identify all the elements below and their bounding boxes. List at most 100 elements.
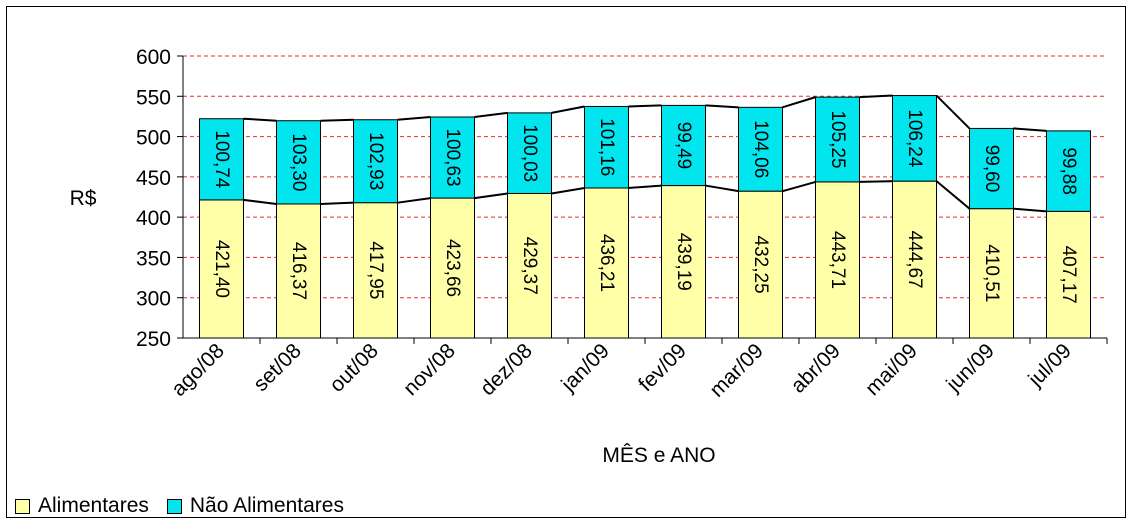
y-tick-label-500: 500 bbox=[136, 127, 171, 150]
data-label-alimentares-7: 432,25 bbox=[750, 236, 771, 294]
connector-alimentares-3 bbox=[474, 192, 508, 200]
bar-nao-alimentares-7 bbox=[738, 106, 783, 192]
y-tick-label-600: 600 bbox=[136, 46, 171, 69]
bar-alimentares-6 bbox=[661, 185, 706, 339]
bar-alimentares-3 bbox=[430, 197, 475, 339]
x-tick-label-4: dez/08 bbox=[476, 339, 537, 400]
connector-alimentares-1 bbox=[320, 201, 354, 205]
data-label-nao-alimentares-4: 100,03 bbox=[519, 124, 540, 182]
bar-alimentares-11 bbox=[1046, 210, 1091, 339]
data-label-alimentares-0: 421,40 bbox=[211, 240, 232, 298]
data-label-nao-alimentares-1: 103,30 bbox=[288, 133, 309, 191]
connector-alimentares-7 bbox=[782, 180, 816, 193]
data-label-alimentares-5: 436,21 bbox=[596, 234, 617, 292]
stacked-bar-chart: 250 300 350 400 450 500 550 600 ago/08 set/08 out/… bbox=[70, 46, 1108, 467]
grid-lines bbox=[183, 55, 1107, 299]
bar-nao-alimentares-3 bbox=[430, 116, 475, 199]
data-label-alimentares-10: 410,51 bbox=[981, 244, 1002, 302]
connector-total-7 bbox=[782, 96, 816, 109]
bar-alimentares-1 bbox=[276, 203, 321, 339]
bar-alimentares-8 bbox=[815, 181, 860, 339]
x-tick-label-8: abr/09 bbox=[787, 339, 845, 397]
y-tick-label-250: 250 bbox=[136, 328, 171, 351]
x-axis-label: MÊS e ANO bbox=[602, 444, 715, 467]
legend-swatch-alimentares bbox=[15, 498, 30, 514]
data-label-nao-alimentares-5: 101,16 bbox=[596, 118, 617, 176]
connector-alimentares-0 bbox=[243, 198, 277, 205]
connector-total-10 bbox=[1013, 127, 1047, 132]
legend: Alimentares Não Alimentares bbox=[15, 494, 362, 518]
x-tick-label-5: jan/09 bbox=[556, 339, 613, 396]
x-tick-label-9: mai/09 bbox=[861, 339, 922, 400]
connector-total-6 bbox=[705, 104, 739, 109]
connector-total-5 bbox=[628, 104, 662, 108]
bar-alimentares-5 bbox=[584, 187, 629, 339]
data-label-nao-alimentares-7: 104,06 bbox=[750, 120, 771, 178]
data-label-nao-alimentares-11: 99,88 bbox=[1058, 147, 1079, 195]
legend-swatch-nao-alimentares bbox=[166, 498, 182, 514]
bar-nao-alimentares-10 bbox=[969, 127, 1014, 210]
connector-total-1 bbox=[320, 118, 354, 122]
bar-nao-alimentares-4 bbox=[507, 112, 552, 194]
data-label-nao-alimentares-8: 105,25 bbox=[827, 110, 848, 168]
data-label-nao-alimentares-3: 100,63 bbox=[442, 128, 463, 186]
x-tick-label-0: ago/08 bbox=[167, 339, 229, 401]
legend-item-nao-alimentares: Não Alimentares bbox=[166, 494, 344, 518]
connector-alimentares-6 bbox=[705, 184, 739, 193]
x-tick-label-3: nov/08 bbox=[399, 339, 460, 400]
data-label-alimentares-11: 407,17 bbox=[1058, 246, 1079, 304]
connector-alimentares-10 bbox=[1013, 207, 1047, 213]
bar-nao-alimentares-5 bbox=[584, 105, 629, 189]
bars bbox=[199, 95, 1091, 339]
bar-nao-alimentares-8 bbox=[815, 96, 860, 183]
data-label-nao-alimentares-6: 99,49 bbox=[673, 122, 694, 170]
bar-nao-alimentares-6 bbox=[661, 104, 706, 187]
data-label-nao-alimentares-0: 100,74 bbox=[211, 130, 232, 189]
connector-total-9 bbox=[935, 94, 971, 130]
connector-total-0 bbox=[243, 117, 277, 122]
data-labels: 421,40 100,74 416,37 103,30 417,95 102,93 423,… bbox=[211, 109, 1079, 303]
chart-frame: 250 300 350 400 450 500 550 600 ago/08 set/08 out/… bbox=[6, 6, 1126, 518]
x-tick-label-11: jul/09 bbox=[1023, 339, 1075, 391]
connector-alimentares-9 bbox=[935, 180, 971, 210]
data-label-nao-alimentares-2: 102,93 bbox=[365, 132, 386, 190]
bar-nao-alimentares-2 bbox=[353, 119, 398, 204]
legend-item-alimentares: Alimentares bbox=[15, 494, 149, 518]
data-label-nao-alimentares-9: 106,24 bbox=[904, 109, 925, 168]
data-label-alimentares-4: 429,37 bbox=[519, 237, 540, 295]
connector-total-2 bbox=[397, 116, 431, 121]
y-axis-label: R$ bbox=[70, 187, 97, 210]
connector-total-4 bbox=[551, 105, 585, 114]
y-tick-label-300: 300 bbox=[136, 288, 171, 311]
legend-label-nao-alimentares: Não Alimentares bbox=[189, 494, 344, 517]
data-label-nao-alimentares-10: 99,60 bbox=[981, 145, 1002, 193]
connector-alimentares-2 bbox=[397, 197, 431, 204]
y-tick-label-550: 550 bbox=[136, 86, 171, 109]
data-label-alimentares-1: 416,37 bbox=[288, 242, 309, 300]
connector-alimentares-8 bbox=[859, 180, 893, 183]
data-label-alimentares-6: 439,19 bbox=[673, 233, 694, 291]
bar-alimentares-7 bbox=[738, 190, 783, 339]
connector-total-8 bbox=[859, 94, 893, 99]
data-label-alimentares-3: 423,66 bbox=[442, 239, 463, 297]
y-tick-label-350: 350 bbox=[136, 247, 171, 270]
x-tick-label-2: out/08 bbox=[325, 339, 383, 397]
x-tick-label-7: mar/09 bbox=[705, 339, 767, 401]
data-label-alimentares-2: 417,95 bbox=[365, 241, 386, 299]
bar-alimentares-9 bbox=[892, 180, 937, 339]
data-label-alimentares-8: 443,71 bbox=[827, 231, 848, 289]
y-tick-label-400: 400 bbox=[136, 207, 171, 230]
bar-alimentares-2 bbox=[353, 202, 398, 339]
x-tick-label-1: set/08 bbox=[249, 339, 306, 396]
bar-alimentares-10 bbox=[969, 208, 1014, 339]
series-connector-lines bbox=[243, 94, 1047, 213]
legend-label-alimentares: Alimentares bbox=[38, 494, 149, 517]
data-label-alimentares-9: 444,67 bbox=[904, 231, 925, 289]
connector-alimentares-4 bbox=[551, 186, 585, 195]
connector-alimentares-5 bbox=[628, 184, 662, 189]
connector-total-3 bbox=[474, 111, 508, 118]
x-tick-label-10: jun/09 bbox=[941, 339, 998, 396]
bar-nao-alimentares-9 bbox=[892, 95, 937, 182]
bar-nao-alimentares-1 bbox=[276, 120, 321, 205]
bar-nao-alimentares-11 bbox=[1046, 130, 1091, 212]
